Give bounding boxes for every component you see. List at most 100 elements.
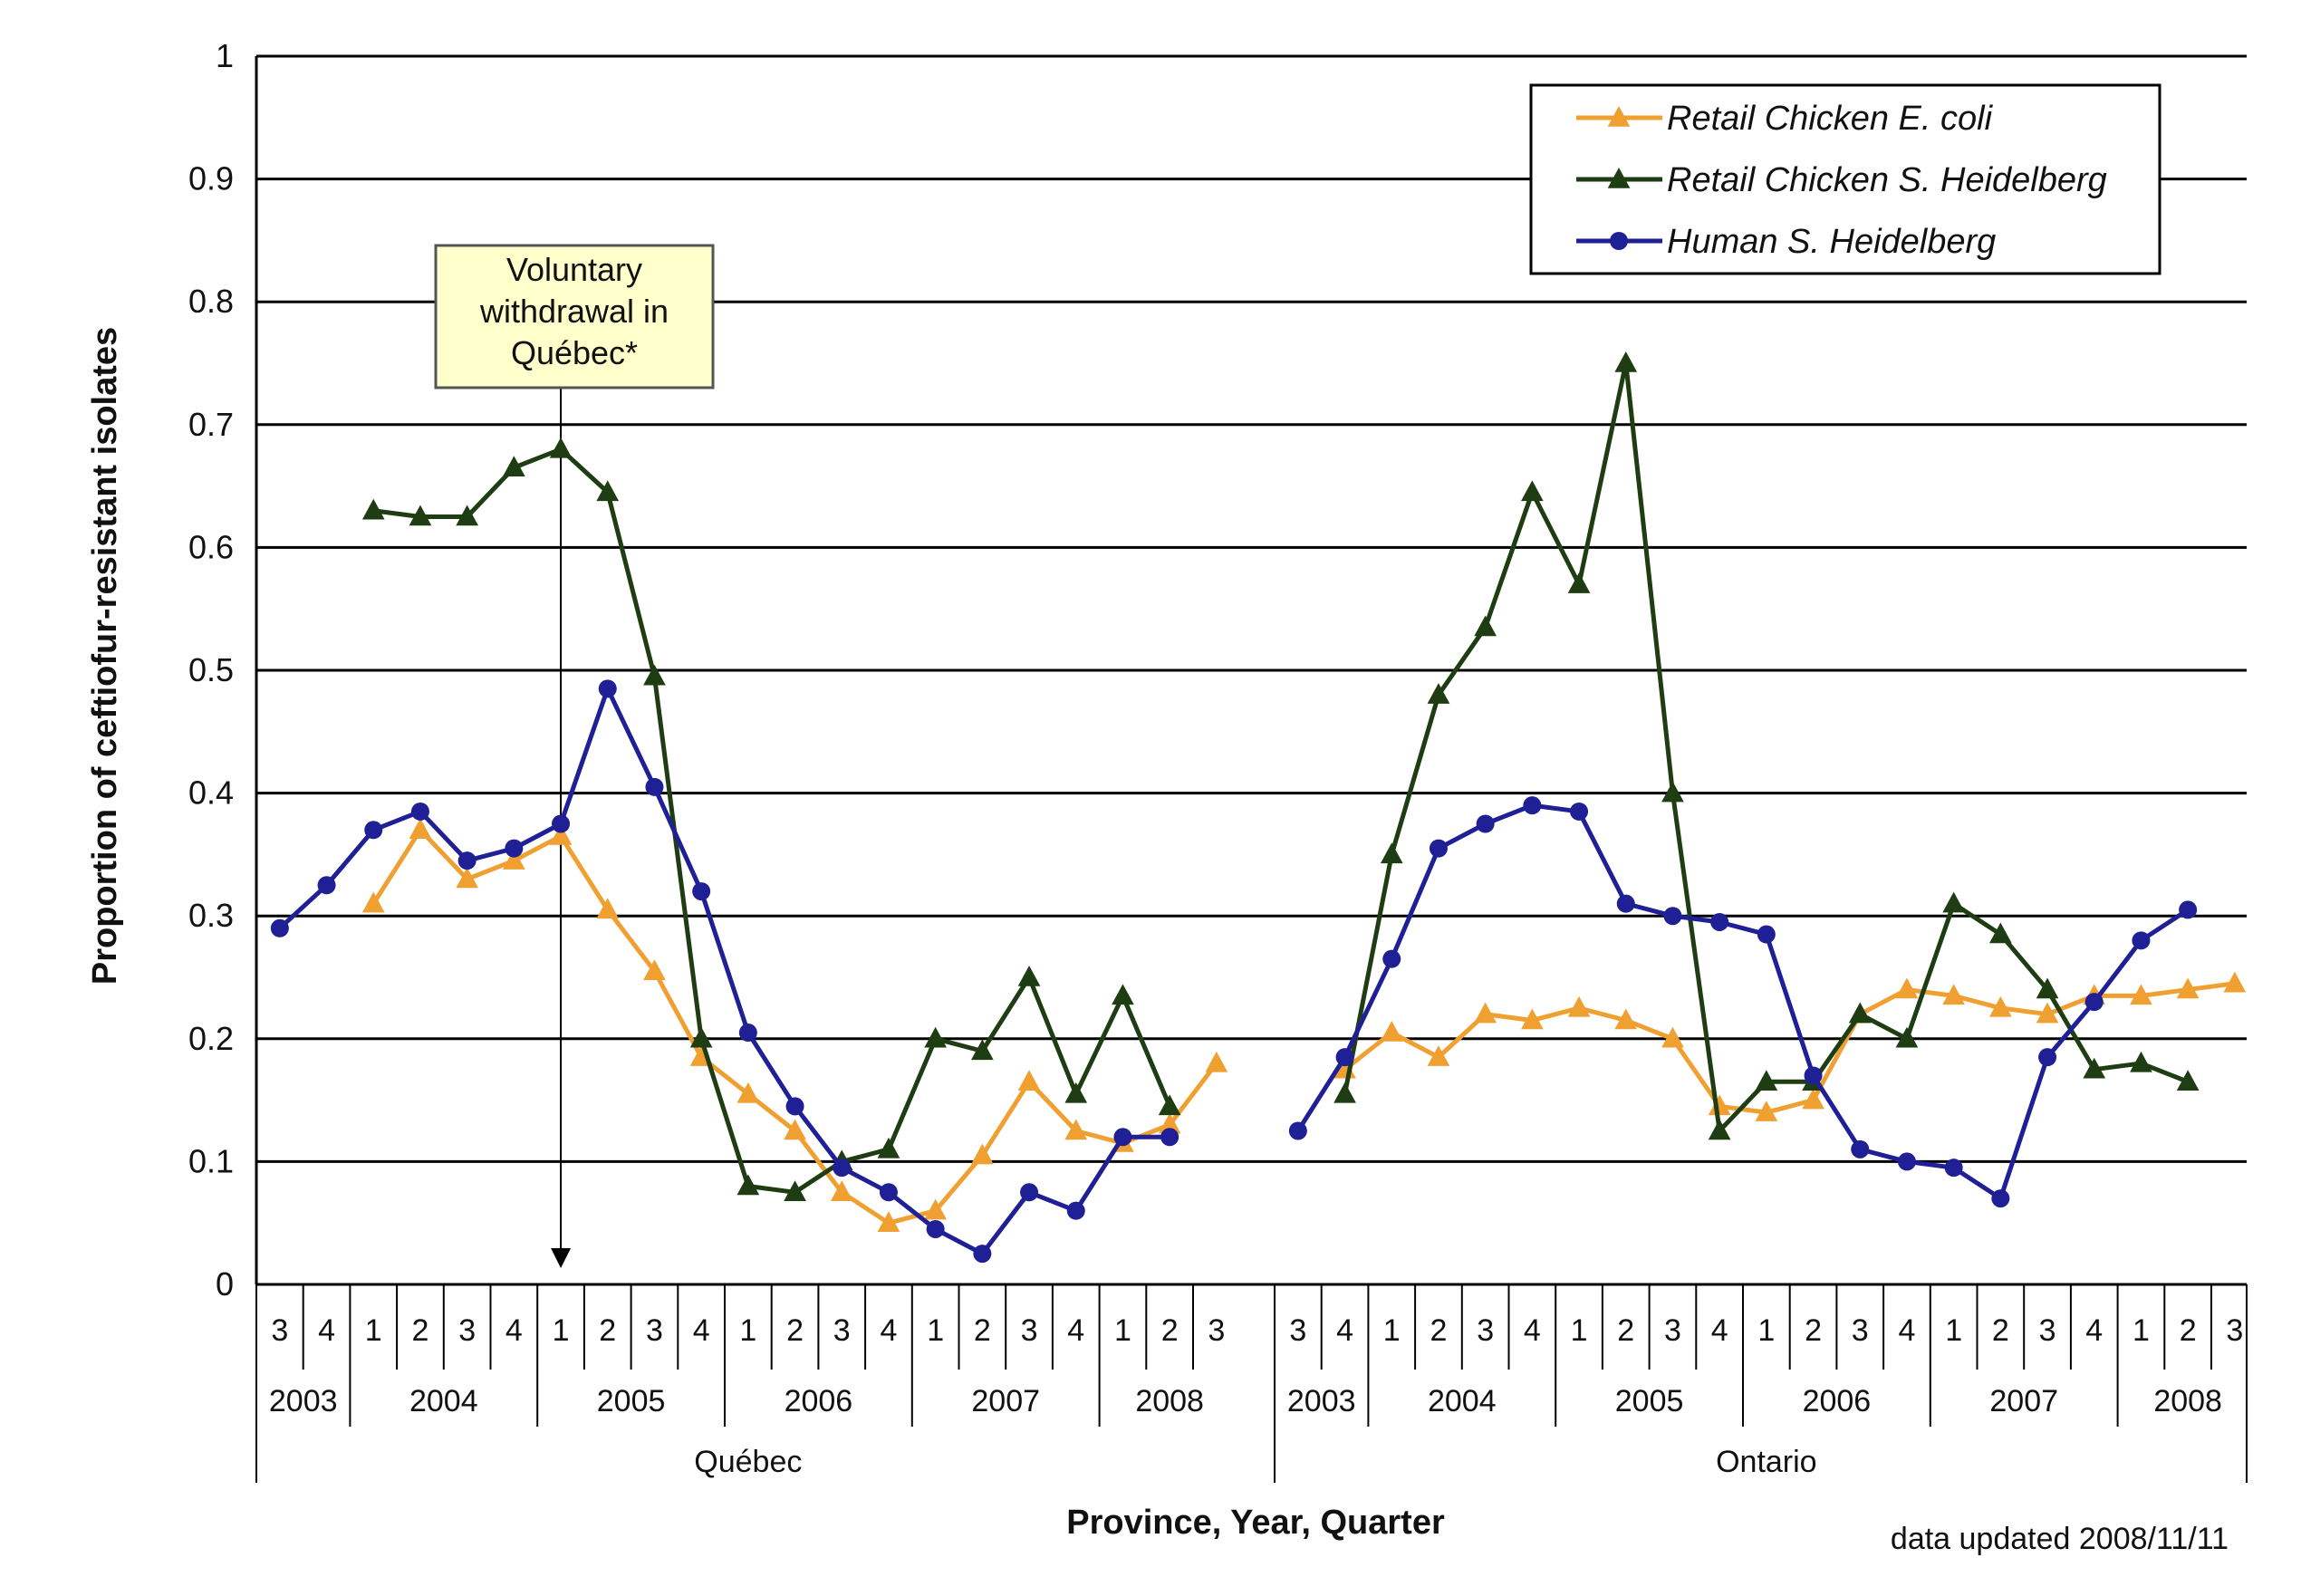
data-point [1757,925,1776,944]
data-point [361,891,385,913]
data-point [505,839,524,858]
data-point [689,1026,713,1048]
year-label: 2006 [1803,1384,1872,1418]
data-point [971,1143,994,1165]
data-point [596,480,620,502]
data-point [457,851,477,870]
year-label: 2008 [2153,1384,2222,1418]
quarter-label: 1 [1945,1313,1962,1348]
data-point [1802,1088,1824,1110]
data-point [1570,802,1589,821]
data-point [1113,1128,1132,1147]
data-point [409,818,432,840]
data-point [1804,1066,1823,1085]
data-point [2036,1002,2059,1024]
data-point [1335,1048,1354,1067]
quarter-label: 3 [1021,1313,1038,1348]
quarter-label: 1 [1571,1313,1588,1348]
quarter-label: 2 [1992,1313,2009,1348]
data-point [270,918,289,937]
year-label: 2008 [1135,1384,1204,1418]
annotation-box [434,244,715,389]
data-point [1848,1002,1872,1024]
data-point [596,898,620,919]
y-tick-label: 0.8 [188,283,234,320]
data-point [1989,922,2012,944]
annotation-text: Voluntary [506,251,642,288]
y-tick-label: 1 [216,37,234,74]
data-point [830,1180,853,1202]
data-point [785,1097,804,1116]
data-point [1017,1070,1041,1091]
data-point [1064,1082,1088,1103]
data-point [317,876,336,895]
y-tick-labels: 0 0.1 0.2 0.3 0.4 0.5 0.6 0.7 0.8 0.9 1 [188,37,234,1303]
data-point [2130,1051,2152,1072]
x-axis-title: Province, Year, Quarter [1066,1504,1445,1542]
data-point [2038,1048,2057,1067]
data-point [598,679,617,698]
quarter-label: 2 [1617,1313,1634,1348]
data-point [2179,900,2198,919]
data-point [409,505,432,526]
data-point [1755,1101,1778,1121]
quarter-label: 4 [505,1313,523,1348]
quarter-label: 2 [411,1313,428,1348]
data-point [737,1174,760,1196]
data-point [924,1026,947,1048]
quarter-label: 4 [318,1313,335,1348]
data-point [926,1219,945,1238]
series-line [1343,361,2190,1133]
data-point [643,664,666,686]
quarter-label: 3 [833,1313,851,1348]
quarter-label: 3 [646,1313,663,1348]
data-point [1020,1183,1039,1202]
data-point [738,1024,757,1043]
series-1 [361,351,2200,1202]
data-point [645,777,664,796]
data-point [2036,977,2059,999]
quarter-label: 2 [1805,1313,1822,1348]
y-tick-label: 0.6 [188,528,234,565]
quarter-label: 1 [365,1313,382,1348]
data-point [1380,1021,1403,1042]
data-point [503,456,525,477]
quarter-label: 3 [1208,1313,1225,1348]
quarter-label: 3 [1289,1313,1306,1348]
province-label: Ontario [1716,1445,1817,1479]
year-label: 2007 [1989,1384,2058,1418]
data-point [1567,572,1591,593]
data-point [1523,796,1542,815]
legend-swatch-marker [1607,106,1631,127]
quarter-label: 1 [2133,1313,2150,1348]
year-label: 2005 [597,1384,666,1418]
quarter-label: 4 [1524,1313,1541,1348]
data-point [1708,1119,1731,1140]
data-point [456,505,478,526]
data-point [1160,1128,1179,1147]
data-point [1663,907,1682,926]
y-tick-label: 0.4 [188,774,234,812]
data-updated-note: data updated 2008/11/11 [1891,1522,2229,1556]
data-point [1710,912,1729,931]
legend-label: Retail Chicken E. coli [1667,100,1994,138]
data-point [877,1211,900,1232]
y-tick-label: 0.5 [188,651,234,688]
y-axis-title: Proportion of ceftiofur-resistant isolat… [86,327,124,985]
data-point [1851,1139,1870,1159]
data-point [1017,966,1041,986]
data-point [1895,977,1919,999]
quarter-label: 3 [2226,1313,2243,1348]
data-point [1521,1008,1544,1030]
y-tick-label: 0.3 [188,897,234,934]
data-point [1427,1045,1450,1066]
data-point [737,1082,760,1103]
data-point [1112,984,1134,1005]
data-point [1474,615,1497,637]
data-point [924,1198,947,1220]
year-label: 2007 [971,1384,1040,1418]
data-point [1895,1026,1919,1048]
data-point [2176,1070,2200,1091]
data-point [1614,351,1638,372]
